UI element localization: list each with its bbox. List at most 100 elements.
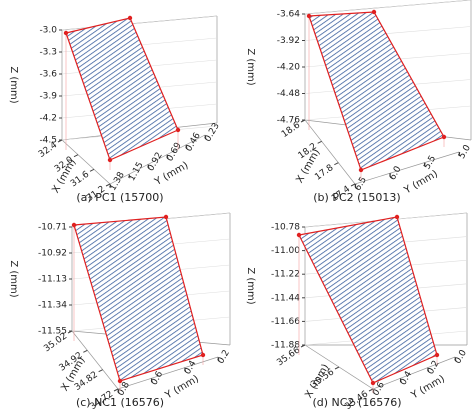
z-tick-label: -3.0 — [39, 26, 57, 36]
plane — [298, 216, 438, 384]
corner-point — [107, 157, 113, 163]
plane — [73, 216, 204, 382]
z-tick-label: -4.5 — [39, 136, 57, 146]
x-tick — [334, 366, 340, 370]
corner-point — [306, 13, 312, 19]
panel: -10.78-11.00-11.22-11.44-11.66-11.8835.6… — [245, 212, 469, 409]
y-tick — [389, 173, 392, 178]
axis-line — [354, 151, 460, 185]
z-tick-label: -11.22 — [271, 270, 300, 280]
z-tick-label: -11.13 — [38, 275, 67, 285]
corner-point — [370, 380, 376, 386]
x-tick — [368, 388, 374, 392]
x-tick — [98, 369, 103, 373]
y-tick-label: 0.46 — [184, 131, 203, 154]
corner-point — [200, 352, 206, 358]
caption: (c) NC1 (16576) — [76, 396, 164, 409]
y-tick-label: 0.23 — [203, 121, 222, 143]
x-tick — [300, 119, 306, 123]
z-tick-label: -3.9 — [39, 92, 57, 102]
y-tick — [184, 367, 187, 372]
y-tick-label: 5.5 — [422, 154, 438, 171]
caption: (a) PC1 (15700) — [76, 191, 163, 204]
y-tick — [427, 367, 430, 372]
y-tick-label: 1.15 — [127, 161, 146, 183]
y-tick-label: 0.2 — [216, 348, 232, 365]
z-axis-label: Z (mm) — [8, 260, 19, 297]
y-axis-label: Y (mm) — [409, 373, 447, 401]
y-axis-label: Y (mm) — [402, 168, 440, 196]
z-tick-label: -4.76 — [277, 116, 301, 126]
y-tick — [204, 134, 207, 140]
y-tick-label: 5.0 — [457, 143, 473, 161]
z-tick-label: -10.92 — [38, 249, 67, 259]
y-tick — [128, 174, 131, 179]
x-tick — [350, 183, 356, 187]
x-tick — [57, 139, 63, 143]
x-tick — [83, 349, 88, 353]
y-tick-label: 6.0 — [388, 164, 404, 182]
x-tick — [89, 168, 95, 172]
z-axis-label: Z (mm) — [8, 66, 19, 103]
y-tick — [454, 356, 457, 362]
y-tick-label: 1.38 — [108, 170, 127, 193]
corner-point — [163, 214, 169, 220]
corner-point — [175, 127, 181, 133]
x-tick-label: 17.8 — [313, 163, 335, 183]
axis-line — [304, 119, 356, 185]
y-tick — [150, 378, 153, 383]
y-tick — [399, 378, 402, 383]
plane — [65, 17, 179, 161]
axis-line — [71, 330, 119, 390]
x-tick — [113, 388, 119, 392]
x-tick — [300, 344, 306, 348]
y-tick — [423, 162, 426, 167]
z-tick-label: -4.2 — [39, 114, 57, 124]
y-axis-label: Y (mm) — [163, 373, 201, 401]
y-tick — [109, 183, 112, 189]
x-tick — [334, 162, 339, 166]
z-tick-label: -10.71 — [38, 223, 67, 233]
y-tick-label: 0.6 — [149, 369, 165, 387]
z-axis-label: Z (mm) — [245, 48, 256, 85]
x-tick — [67, 330, 73, 334]
caption: (b) PC2 (15013) — [313, 191, 400, 204]
grid-line — [304, 0, 472, 15]
z-tick-label: -11.44 — [271, 293, 300, 303]
z-tick-label: -3.3 — [39, 48, 57, 58]
panel: -10.71-10.92-11.13-11.34-11.5535.0234.92… — [8, 212, 232, 409]
z-tick-label: -11.34 — [38, 301, 67, 311]
z-tick-label: -11.55 — [38, 327, 67, 337]
panel: -3.0-3.3-3.6-3.9-4.2-4.532.432.031.631.2… — [8, 15, 222, 204]
y-tick — [217, 356, 220, 362]
y-tick-label: 0.4 — [398, 369, 414, 387]
corner-point — [434, 352, 440, 358]
corner-point — [394, 214, 400, 220]
y-tick — [147, 164, 150, 169]
z-tick-label: -3.92 — [277, 36, 300, 46]
y-tick — [185, 144, 188, 149]
x-tick — [73, 154, 79, 158]
z-axis-label: Z (mm) — [245, 267, 256, 304]
z-tick-label: -4.20 — [277, 63, 301, 73]
corner-point — [117, 378, 123, 384]
caption: (d) NC2 (16576) — [312, 396, 401, 409]
y-tick-label: 0.92 — [146, 151, 165, 173]
y-tick — [458, 151, 461, 157]
x-tick — [105, 183, 111, 187]
z-tick-label: -3.6 — [39, 70, 57, 80]
z-tick-label: -3.64 — [277, 10, 301, 20]
axis-line — [372, 356, 456, 390]
z-tick-label: -11.88 — [271, 341, 300, 351]
axis-line — [109, 134, 206, 185]
panel: -3.64-3.92-4.20-4.48-4.7618.618.217.817.… — [245, 0, 473, 204]
y-tick-label: 0.4 — [183, 359, 199, 377]
corner-point — [71, 222, 77, 228]
z-tick-label: -11.00 — [271, 246, 300, 256]
corner-point — [371, 9, 377, 15]
axis-line — [117, 356, 219, 390]
corner-point — [127, 15, 133, 21]
z-tick-label: -10.78 — [271, 223, 300, 233]
y-tick-label: 0.0 — [453, 348, 469, 366]
